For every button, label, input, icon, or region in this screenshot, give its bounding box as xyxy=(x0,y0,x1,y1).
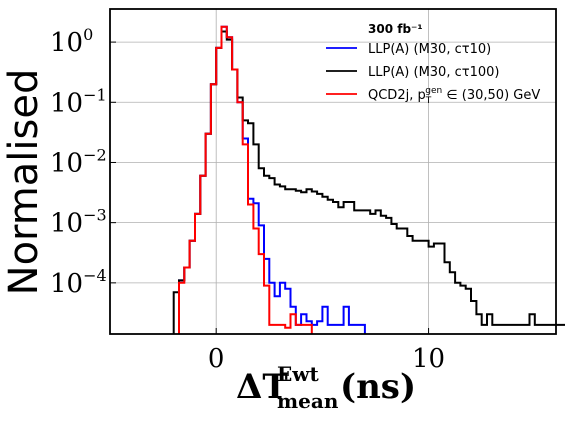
ticks xyxy=(110,41,430,334)
x-axis-label-sub: mean xyxy=(277,389,339,413)
x-tick-label-0: 0 xyxy=(208,344,225,374)
x-tick-label-1: 10 xyxy=(412,344,445,374)
series-line-2 xyxy=(178,25,313,334)
plot-frame xyxy=(109,8,557,335)
x-axis-label-unit: (ns) xyxy=(340,367,416,407)
legend-label-1: LLP(A) (M30, cτ100) xyxy=(368,65,499,80)
y-tick-label-0: 100 xyxy=(50,25,93,58)
legend-label-2: QCD2j, pTgen ∈ (30,50) GeV xyxy=(368,86,540,106)
series-line-1 xyxy=(178,25,366,334)
x-axis-label-main: ΔT xyxy=(236,367,288,407)
legend-label-0: LLP(A) (M30, cτ10) xyxy=(368,42,491,57)
legend-entries: LLP(A) (M30, cτ10) LLP(A) (M30, cτ100) QCD… xyxy=(326,42,540,106)
y-tick-label-1: 10−1 xyxy=(50,85,107,118)
y-axis-label: Normalised xyxy=(1,69,47,296)
grid xyxy=(110,9,556,334)
y-tick-label-2: 10−2 xyxy=(50,145,107,178)
legend: 300 fb⁻¹ LLP(A) (M30, cτ10)LLP(A) (M30, … xyxy=(326,22,540,106)
tick-labels: 0 10 100 10−1 10−2 10−3 10−4 xyxy=(50,25,445,374)
y-tick-label-4: 10−4 xyxy=(50,266,107,299)
x-axis-label: ΔT xyxy=(236,367,288,407)
x-axis-label-super: Ewt xyxy=(277,362,319,386)
series-layer xyxy=(172,25,565,334)
y-tick-label-3: 10−3 xyxy=(50,206,107,239)
legend-title: 300 fb⁻¹ xyxy=(368,22,423,36)
